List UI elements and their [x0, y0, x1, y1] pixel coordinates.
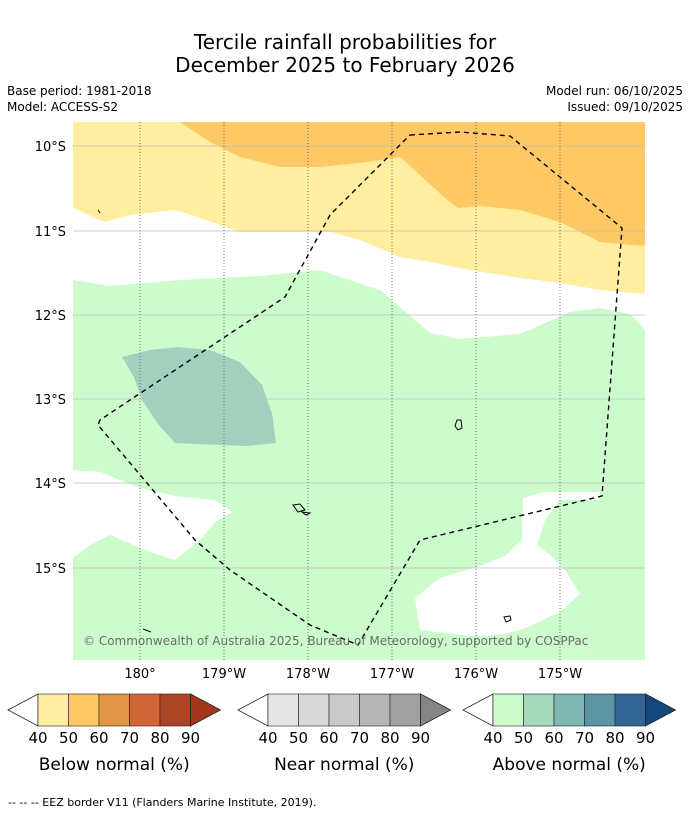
legend-swatch: [523, 693, 555, 727]
legend-tick-label: 50: [514, 729, 533, 747]
eez-border: [97, 131, 623, 646]
legend-tick-label: 50: [59, 729, 78, 747]
islet: [97, 209, 101, 214]
legend-swatch: [328, 693, 360, 727]
legend-below: 40 50 60 70 80 90 Below normal (%): [7, 693, 222, 775]
legend-tick-label: 70: [575, 729, 594, 747]
longitude-label: 177°W: [370, 667, 414, 682]
legend-swatch: [98, 693, 130, 727]
legend-tick-label: 70: [350, 729, 369, 747]
model-label: Model: ACCESS-S2: [7, 100, 119, 114]
latitude-label: 10°S: [35, 140, 66, 155]
legend-above: 40 50 60 70 80 90 Above normal (%): [462, 693, 677, 775]
legend-swatch: [492, 693, 524, 727]
legend-tick-label: 40: [483, 729, 502, 747]
longitude-label: 175°W: [538, 667, 582, 682]
legend-swatch: [359, 693, 391, 727]
legend-tick-label: 50: [289, 729, 308, 747]
legend-tick-label: 80: [605, 729, 624, 747]
legend-tick-label: 60: [89, 729, 108, 747]
legend-swatch: [267, 693, 299, 727]
legend-swatch: [68, 693, 100, 727]
longitude-label: 180°: [124, 667, 155, 682]
legend-swatch: [37, 693, 69, 727]
longitude-label: 178°W: [286, 667, 330, 682]
legend-swatch: [389, 693, 421, 727]
longitude-labels: 180° 179°W 178°W 177°W 176°W 175°W: [124, 667, 582, 682]
legend-swatch: [129, 693, 161, 727]
legend-tick-label: 60: [319, 729, 338, 747]
issued-label: Issued: 09/10/2025: [567, 100, 683, 114]
latitude-label: 12°S: [35, 309, 66, 324]
white-area-southeast-inner: [520, 488, 645, 660]
legend-tick-label: 40: [28, 729, 47, 747]
longitude-label: 176°W: [454, 667, 498, 682]
legend-arrow-high: [190, 693, 222, 727]
legend-title: Near normal (%): [274, 755, 414, 775]
legend-tick-label: 70: [120, 729, 139, 747]
legend-near: 40 50 60 70 80 90 Near normal (%): [237, 693, 452, 775]
legend-title: Above normal (%): [493, 755, 646, 775]
latitude-label: 14°S: [35, 477, 66, 492]
legend-tick-label: 80: [150, 729, 169, 747]
islet-south: [142, 628, 152, 633]
legend-tick-label: 90: [411, 729, 430, 747]
latitude-label: 11°S: [35, 225, 66, 240]
footer-eez-note: -- -- -- EEZ border V11 (Flanders Marine…: [8, 796, 317, 809]
legend-title: Below normal (%): [39, 755, 190, 775]
legend-swatch: [159, 693, 191, 727]
latitude-labels: 10°S 11°S 12°S 13°S 14°S 15°S: [35, 140, 66, 577]
latitude-label: 13°S: [35, 393, 66, 408]
title-line-2: December 2025 to February 2026: [175, 53, 515, 77]
island-wallis: [292, 503, 312, 516]
legend-tick-label: 90: [636, 729, 655, 747]
legend-tick-label: 60: [544, 729, 563, 747]
legend-swatch: [584, 693, 616, 727]
legend-arrow-low: [7, 693, 39, 727]
legend-arrow-high: [645, 693, 677, 727]
legend-arrow-low: [462, 693, 494, 727]
legend-tick-label: 90: [181, 729, 200, 747]
base-period-label: Base period: 1981-2018: [7, 84, 152, 98]
title-line-1: Tercile rainfall probabilities for: [193, 30, 497, 54]
gridlines: [73, 122, 645, 660]
legend-swatch: [553, 693, 585, 727]
legend-swatch: [614, 693, 646, 727]
map-fields: [73, 122, 645, 660]
below-normal-50-region: [180, 122, 645, 246]
legend-arrow-high: [420, 693, 452, 727]
legends: 40 50 60 70 80 90 Below normal (%) 40 50 60 70 80 90…: [7, 693, 677, 775]
legend-arrow-low: [237, 693, 269, 727]
above-normal-50-region: [122, 347, 276, 446]
latitude-label: 15°S: [35, 562, 66, 577]
model-run-label: Model run: 06/10/2025: [545, 84, 683, 98]
island-east: [454, 419, 463, 431]
legend-tick-label: 40: [258, 729, 277, 747]
island-south: [503, 615, 512, 623]
copyright-text: © Commonwealth of Australia 2025, Bureau…: [83, 634, 588, 648]
legend-swatch: [298, 693, 330, 727]
forecast-map: © Commonwealth of Australia 2025, Bureau…: [7, 122, 677, 775]
legend-tick-label: 80: [380, 729, 399, 747]
longitude-label: 179°W: [202, 667, 246, 682]
